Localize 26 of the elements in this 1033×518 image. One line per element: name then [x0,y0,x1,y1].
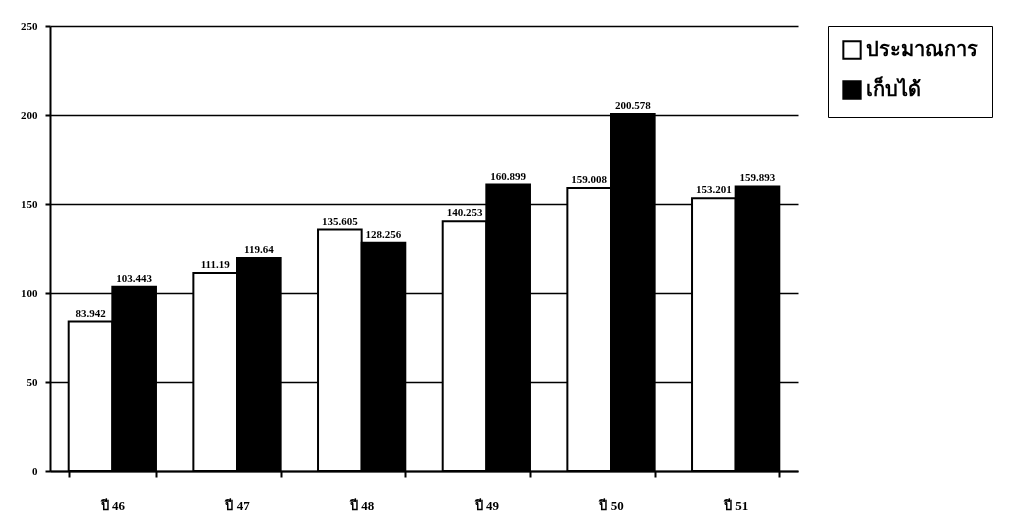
y-tick-label: 100 [21,286,38,299]
y-tick-label: 250 [21,19,38,32]
data-label: 83.942 [75,306,107,319]
y-tick-label: 200 [21,108,38,121]
x-tick-label: ปี 47 [224,497,251,513]
data-label: 128.256 [365,227,402,240]
data-label: 103.443 [116,271,153,284]
data-label: 140.253 [446,206,483,219]
x-tick-label: ปี 49 [473,497,500,513]
x-tick-label: ปี 50 [598,497,624,513]
data-label: 119.64 [243,243,275,256]
data-label: 200.578 [614,98,652,111]
x-tick-label: ปี 46 [99,497,126,513]
data-label: 159.008 [571,172,608,185]
x-tick-label: ปี 51 [723,497,749,513]
y-tick-label: 50 [26,375,38,388]
y-tick-label: 0 [32,464,38,477]
x-tick-label: ปี 48 [349,497,375,513]
data-label: 160.899 [490,169,527,182]
legend-label: ประมาณการ [866,38,978,60]
data-label: 153.201 [695,183,732,196]
y-tick-label: 150 [21,197,38,210]
data-label: 135.605 [321,214,359,227]
data-label: 159.893 [739,171,776,184]
data-label: 111.19 [200,258,231,271]
legend-label: เก็บได้ [866,76,921,100]
